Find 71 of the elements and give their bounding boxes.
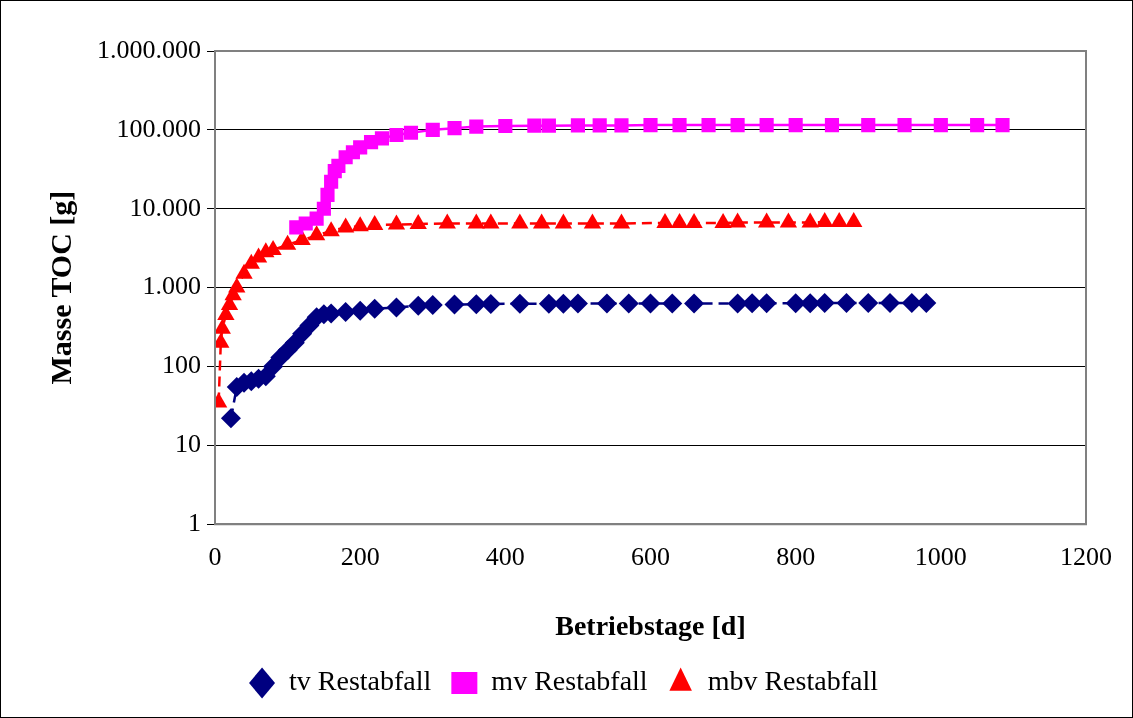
y-tick-label: 10.000 (129, 192, 201, 222)
point (596, 293, 617, 314)
point (316, 201, 331, 216)
point (567, 293, 588, 314)
point (320, 187, 335, 202)
legend-label: mbv Restabfall (707, 665, 879, 697)
point (756, 293, 777, 314)
point (701, 118, 716, 133)
point (389, 127, 404, 143)
point (897, 118, 912, 133)
point (618, 293, 639, 314)
point (350, 300, 371, 321)
point (995, 118, 1010, 133)
point (220, 408, 241, 429)
point (480, 293, 501, 314)
point (643, 118, 658, 133)
point (541, 118, 556, 133)
point (730, 118, 745, 133)
point (538, 293, 559, 314)
x-tick-label: 400 (485, 541, 525, 571)
point (788, 118, 803, 133)
x-tick-label: 200 (340, 541, 380, 571)
point (425, 122, 440, 137)
point (592, 118, 607, 133)
point (814, 292, 835, 313)
y-tick-label: 1.000 (142, 271, 201, 301)
point (527, 118, 542, 133)
x-tick-label: 0 (208, 541, 222, 571)
point (553, 293, 574, 314)
point (444, 294, 465, 315)
point (662, 293, 683, 314)
y-tick-label: 1.000.000 (97, 34, 201, 64)
point (570, 118, 585, 133)
point (364, 298, 385, 319)
point (970, 118, 985, 133)
point (901, 292, 922, 313)
point (684, 293, 705, 314)
y-tick-label: 100 (162, 350, 201, 380)
point (933, 118, 948, 133)
point (447, 121, 462, 136)
point (403, 125, 419, 140)
point (422, 295, 443, 316)
point (509, 293, 530, 314)
point (498, 118, 513, 134)
point (858, 292, 879, 313)
point (672, 118, 687, 133)
legend-label: tv Restabfall (289, 665, 432, 697)
point (335, 302, 356, 323)
x-axis-title: Betriebstage [d] (555, 610, 746, 642)
point (861, 118, 876, 133)
point (469, 119, 484, 134)
point (916, 292, 937, 313)
point (836, 292, 857, 313)
point (759, 118, 774, 133)
y-axis-title: Masse TOC [g] (43, 190, 77, 385)
point (640, 293, 661, 314)
x-tick-label: 800 (776, 541, 816, 571)
point (785, 293, 806, 314)
y-tick-label: 1 (188, 508, 201, 538)
point (374, 131, 390, 146)
point (727, 293, 748, 314)
x-tick-label: 600 (631, 541, 670, 571)
x-tick-label: 1000 (914, 541, 967, 571)
point (824, 118, 840, 133)
x-tick-label: 1200 (1060, 541, 1112, 571)
point (386, 297, 407, 318)
point (880, 292, 901, 313)
point (614, 118, 629, 133)
y-tick-label: 10 (175, 429, 201, 459)
legend-label: mv Restabfall (491, 665, 648, 697)
y-tick-label: 100.000 (116, 113, 201, 143)
